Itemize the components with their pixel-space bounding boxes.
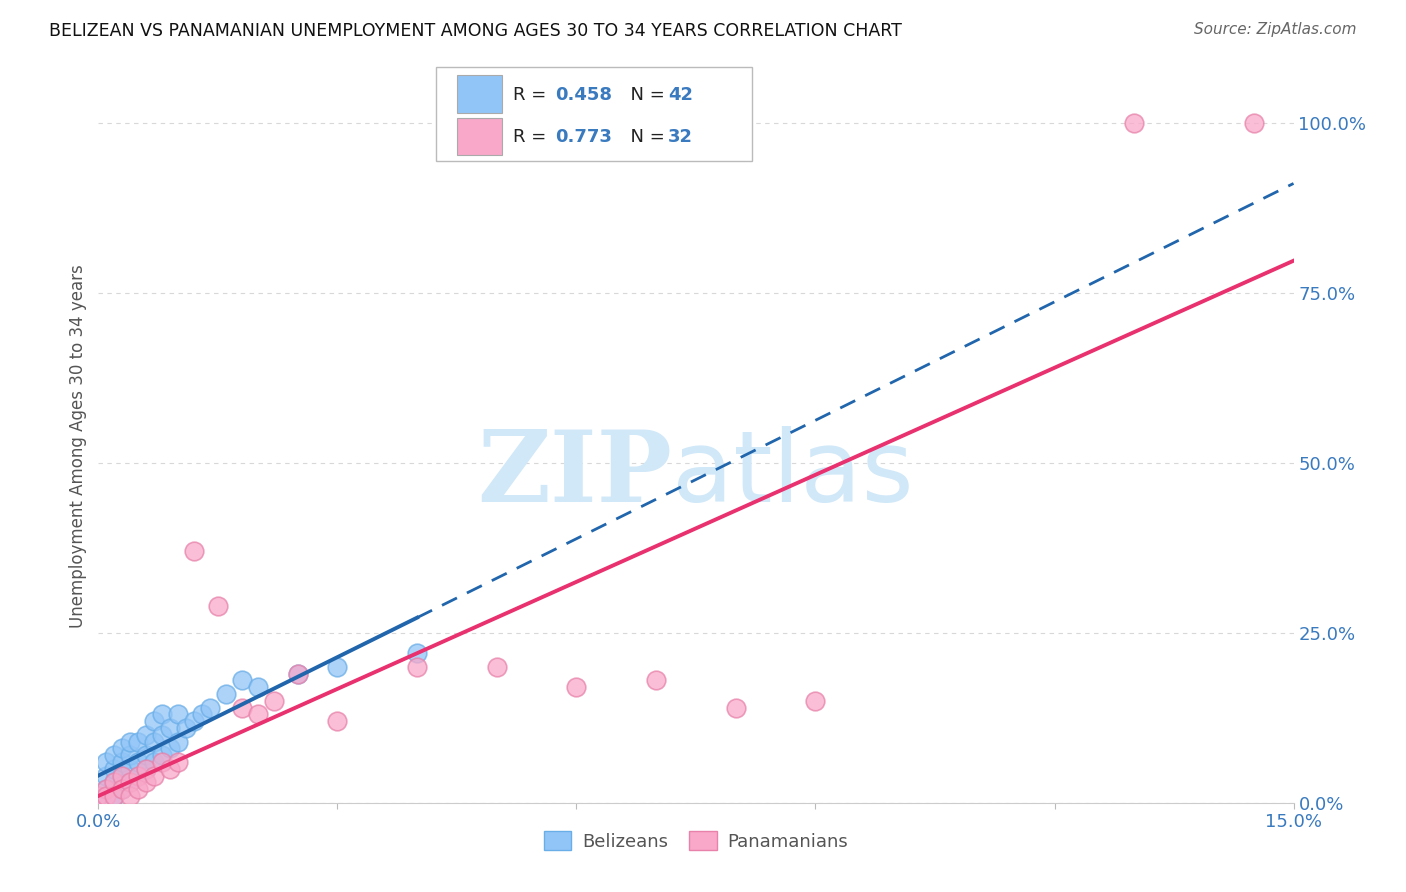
Point (645, 673, 668, 688)
Point (135, 748, 157, 763)
Point (215, 687, 238, 701)
Point (135, 762, 157, 776)
Point (120, 748, 142, 763)
Point (120, 775, 142, 789)
Point (406, 646, 429, 660)
Point (96, 782, 118, 797)
Point (287, 666, 309, 681)
Point (143, 769, 166, 783)
Point (167, 755, 190, 769)
Point (326, 660, 349, 674)
Point (103, 748, 125, 763)
Text: R =: R = (513, 87, 553, 104)
Point (111, 741, 134, 756)
Point (191, 707, 214, 722)
Point (96, 755, 118, 769)
Point (174, 721, 197, 735)
Point (111, 755, 134, 769)
Point (96, 782, 118, 797)
Legend: Belizeans, Panamanians: Belizeans, Panamanians (537, 824, 855, 858)
Point (127, 755, 149, 769)
Point (1243, 116, 1265, 130)
Text: N =: N = (619, 128, 671, 146)
Point (87, 789, 110, 803)
Point (183, 544, 205, 558)
Text: Source: ZipAtlas.com: Source: ZipAtlas.com (1194, 22, 1357, 37)
Point (103, 762, 125, 776)
Point (111, 782, 134, 797)
Point (127, 769, 149, 783)
Point (246, 680, 269, 694)
Point (111, 769, 134, 783)
Point (150, 707, 173, 722)
Text: 0.458: 0.458 (555, 87, 613, 104)
Point (724, 700, 747, 714)
Point (150, 728, 173, 742)
Point (127, 734, 149, 748)
Point (565, 680, 588, 694)
Point (120, 789, 142, 803)
Point (96, 789, 118, 803)
Point (198, 700, 221, 714)
Point (143, 755, 166, 769)
Text: R =: R = (513, 128, 553, 146)
Point (103, 789, 125, 803)
Point (120, 775, 142, 789)
Point (159, 741, 181, 756)
Point (150, 755, 173, 769)
Point (127, 782, 149, 797)
Point (111, 769, 134, 783)
Point (143, 714, 166, 729)
Point (103, 775, 125, 789)
Point (246, 707, 269, 722)
Point (167, 707, 190, 722)
Point (150, 748, 173, 763)
Text: 42: 42 (668, 87, 693, 104)
Point (287, 666, 309, 681)
Point (120, 734, 142, 748)
Text: 0.773: 0.773 (555, 128, 612, 146)
Text: ZIP: ZIP (477, 426, 672, 523)
Point (406, 660, 429, 674)
Point (159, 721, 181, 735)
Point (183, 714, 205, 729)
Text: N =: N = (619, 87, 671, 104)
Point (804, 694, 827, 708)
Point (1123, 116, 1146, 130)
Point (103, 789, 125, 803)
Point (135, 728, 157, 742)
Text: atlas: atlas (672, 426, 914, 523)
Point (96, 769, 118, 783)
Point (263, 694, 285, 708)
Point (207, 599, 229, 613)
Point (485, 660, 508, 674)
Point (167, 734, 190, 748)
Point (120, 762, 142, 776)
Point (143, 734, 166, 748)
Text: 32: 32 (668, 128, 693, 146)
Point (326, 714, 349, 729)
Point (103, 775, 125, 789)
Point (231, 673, 253, 688)
Point (127, 769, 149, 783)
Point (135, 762, 157, 776)
Point (231, 700, 253, 714)
Y-axis label: Unemployment Among Ages 30 to 34 years: Unemployment Among Ages 30 to 34 years (69, 264, 87, 628)
Point (159, 762, 181, 776)
Point (87, 789, 110, 803)
Point (135, 775, 157, 789)
Point (111, 782, 134, 797)
Text: BELIZEAN VS PANAMANIAN UNEMPLOYMENT AMONG AGES 30 TO 34 YEARS CORRELATION CHART: BELIZEAN VS PANAMANIAN UNEMPLOYMENT AMON… (49, 22, 903, 40)
